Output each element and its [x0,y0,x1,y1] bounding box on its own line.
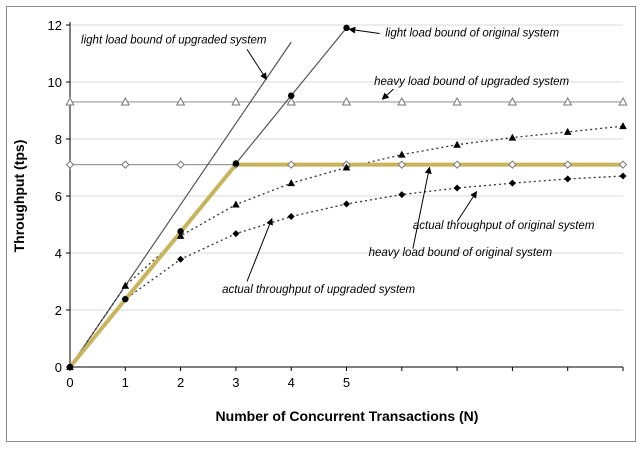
point-actual-original-0 [66,363,74,371]
point-actual-upgraded-1 [121,281,130,289]
point-actual-original-1 [121,295,129,303]
point-heavy-original-7 [452,160,462,169]
point-actual-upgraded-6 [398,150,406,158]
annotation-arrow-4 [412,166,432,249]
point-light-original-2 [177,228,184,235]
y-tick-label-8: 8 [55,132,62,147]
point-actual-upgraded-3 [232,200,240,208]
annotation-arrow-5 [246,217,273,282]
point-heavy-original-2 [176,160,185,169]
point-heavy-upgraded-10 [618,96,628,106]
point-heavy-original-6 [397,160,407,169]
point-heavy-upgraded-1 [120,96,130,106]
x-tick-label-0: 0 [66,375,73,390]
point-heavy-upgraded-8 [507,96,518,106]
annotation-label-3: actual throughput of original system [413,220,595,232]
point-actual-original-3 [232,230,240,238]
annotation-label-4: heavy load bound of original system [369,247,553,259]
annotation-arrow-2 [381,88,394,100]
x-tick-label-2: 2 [177,375,184,390]
annotations: light load bound of upgraded system light… [81,26,595,296]
y-axis-title: Throughput (tps) [11,140,27,253]
point-light-original-4 [288,92,295,99]
series-line-light-upgraded [69,41,292,368]
annotation-label-0: light load bound of upgraded system [81,35,267,47]
point-actual-upgraded-7 [453,140,461,148]
point-light-original-3 [232,160,240,167]
point-actual-original-2 [177,255,185,263]
point-actual-upgraded-2 [176,231,185,239]
point-actual-original-10 [619,172,627,180]
x-tick-label-4: 4 [288,375,295,390]
series-line-bound-highlight [68,162,623,369]
y-tick-label-4: 4 [55,246,62,261]
point-actual-original-4 [287,213,295,221]
annotation-arrow-1 [348,26,380,35]
point-heavy-upgraded-9 [563,96,573,106]
point-actual-original-6 [398,191,406,199]
x-tick-label-1: 1 [122,375,129,390]
point-heavy-original-1 [121,160,130,169]
point-heavy-upgraded-7 [452,96,462,106]
x-axis-title: Number of Concurrent Transactions (N) [216,408,479,424]
point-heavy-original-9 [563,160,572,169]
point-heavy-upgraded-2 [175,96,186,106]
point-actual-original-5 [343,200,350,208]
point-actual-upgraded-8 [508,133,517,141]
point-heavy-original-10 [618,160,628,169]
point-heavy-upgraded-3 [231,96,241,106]
y-tick-label-2: 2 [55,303,62,318]
point-actual-upgraded-9 [563,127,572,135]
point-actual-upgraded-5 [342,163,351,171]
annotation-label-1: light load bound of original system [385,27,559,39]
annotation-label-2: heavy load bound of upgraded system [374,76,569,88]
x-tick-label-3: 3 [232,375,239,390]
point-light-original-5 [343,24,350,32]
point-heavy-upgraded-6 [397,96,407,106]
annotation-arrow-0 [246,48,267,80]
point-heavy-upgraded-4 [286,96,296,106]
point-heavy-original-0 [65,160,75,169]
y-tick-label-6: 6 [55,189,62,204]
point-actual-original-9 [564,175,572,183]
point-actual-original-7 [453,184,461,192]
point-actual-original-8 [508,179,516,187]
point-heavy-original-8 [508,160,517,169]
x-tick-label-5: 5 [343,375,350,390]
point-heavy-upgraded-0 [65,96,75,106]
y-tick-label-12: 12 [48,18,62,33]
point-actual-upgraded-4 [287,179,295,187]
point-heavy-upgraded-5 [341,96,352,106]
series [65,24,628,371]
series-line-actual-upgraded [69,125,624,368]
chart-frame [6,6,636,442]
annotation-label-5: actual throughput of upgraded system [222,284,415,296]
y-tick-label-0: 0 [55,360,62,375]
point-heavy-original-4 [286,160,296,169]
y-tick-label-10: 10 [48,75,62,90]
point-actual-upgraded-10 [619,122,627,130]
annotation-arrow-3 [456,190,477,222]
